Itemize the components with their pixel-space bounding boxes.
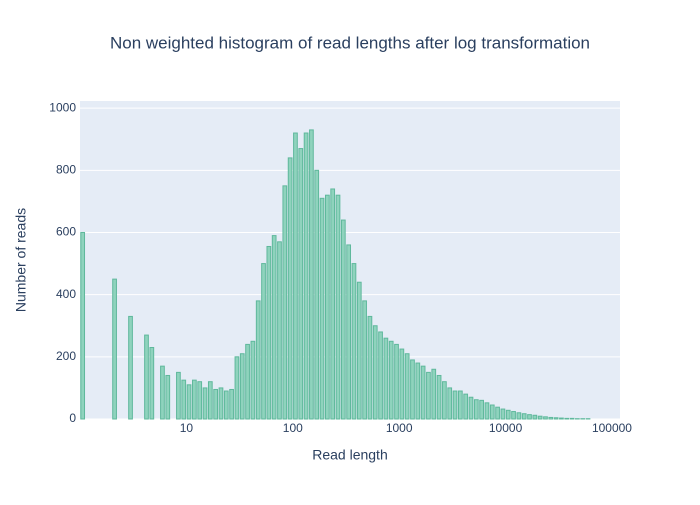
bar bbox=[400, 349, 404, 419]
bar bbox=[240, 354, 244, 419]
bar bbox=[363, 301, 367, 419]
bar bbox=[193, 380, 197, 419]
bar bbox=[469, 397, 473, 419]
bar bbox=[235, 357, 239, 419]
bar bbox=[421, 366, 425, 419]
bar bbox=[177, 372, 181, 419]
y-tick-label: 600 bbox=[56, 225, 76, 239]
bar bbox=[416, 363, 420, 419]
y-tick-label: 400 bbox=[56, 287, 76, 301]
chart-title: Non weighted histogram of read lengths a… bbox=[110, 33, 590, 52]
bar bbox=[315, 170, 319, 419]
bar bbox=[224, 391, 228, 419]
y-tick-label: 1000 bbox=[49, 100, 76, 114]
bar bbox=[283, 186, 287, 419]
bar bbox=[458, 391, 462, 419]
bar bbox=[278, 242, 282, 419]
bar bbox=[256, 301, 260, 419]
bar bbox=[522, 414, 526, 419]
x-axis-title: Read length bbox=[312, 447, 388, 463]
bar bbox=[570, 418, 574, 419]
bar bbox=[373, 326, 377, 419]
bar bbox=[161, 366, 165, 419]
bar bbox=[341, 220, 345, 419]
bar bbox=[389, 341, 393, 419]
bar bbox=[113, 279, 117, 419]
bar bbox=[230, 389, 234, 419]
bar bbox=[166, 375, 170, 419]
bar bbox=[474, 400, 478, 419]
x-tick-label: 1000 bbox=[386, 421, 413, 435]
bar bbox=[219, 388, 223, 419]
bar bbox=[517, 413, 521, 419]
y-tick-label: 200 bbox=[56, 349, 76, 363]
bar bbox=[299, 149, 303, 419]
x-tick-label: 100000 bbox=[592, 421, 632, 435]
bar bbox=[347, 245, 351, 419]
bar bbox=[453, 391, 457, 419]
bar bbox=[272, 236, 276, 419]
bar bbox=[182, 380, 186, 419]
bar bbox=[325, 195, 329, 419]
bar bbox=[501, 409, 505, 419]
y-tick-label: 0 bbox=[69, 411, 76, 425]
bar bbox=[288, 158, 292, 419]
bar bbox=[150, 348, 154, 419]
bar bbox=[267, 246, 271, 419]
bar bbox=[411, 360, 415, 419]
bar bbox=[565, 418, 569, 419]
bar bbox=[331, 189, 335, 419]
bar bbox=[214, 389, 218, 419]
y-tick-label: 800 bbox=[56, 162, 76, 176]
bar bbox=[405, 354, 409, 419]
bar bbox=[198, 382, 202, 419]
bar bbox=[427, 372, 431, 419]
bar bbox=[437, 375, 441, 419]
bar bbox=[294, 133, 298, 419]
bar bbox=[443, 382, 447, 419]
bar bbox=[496, 407, 500, 419]
x-tick-label: 10000 bbox=[489, 421, 523, 435]
bar bbox=[448, 388, 452, 419]
bar bbox=[251, 341, 255, 419]
bar bbox=[129, 316, 133, 419]
bar bbox=[208, 382, 212, 419]
bar bbox=[464, 394, 468, 419]
bar bbox=[246, 344, 250, 419]
bar bbox=[379, 332, 383, 419]
bar bbox=[554, 418, 558, 419]
bar bbox=[384, 338, 388, 419]
bar bbox=[203, 388, 207, 419]
x-tick-label: 10 bbox=[180, 421, 194, 435]
bar bbox=[357, 282, 361, 419]
y-axis-title: Number of reads bbox=[13, 208, 29, 312]
bar bbox=[538, 416, 542, 419]
bar bbox=[560, 418, 564, 419]
bar bbox=[549, 417, 553, 419]
bar bbox=[485, 403, 489, 419]
bar bbox=[533, 415, 537, 419]
bar bbox=[490, 405, 494, 419]
bar bbox=[352, 264, 356, 419]
bar bbox=[336, 195, 340, 419]
bar bbox=[480, 400, 484, 419]
bar bbox=[395, 344, 399, 419]
bar bbox=[368, 316, 372, 419]
bar bbox=[320, 198, 324, 419]
bar bbox=[310, 130, 314, 419]
bar bbox=[528, 415, 532, 419]
bar bbox=[81, 232, 85, 419]
bar bbox=[304, 133, 308, 419]
bar bbox=[544, 417, 548, 419]
bar bbox=[145, 335, 149, 419]
x-tick-label: 100 bbox=[283, 421, 303, 435]
bar bbox=[432, 369, 436, 419]
bar bbox=[187, 385, 191, 419]
bar bbox=[262, 264, 266, 419]
bar bbox=[506, 410, 510, 419]
bar bbox=[512, 412, 516, 419]
